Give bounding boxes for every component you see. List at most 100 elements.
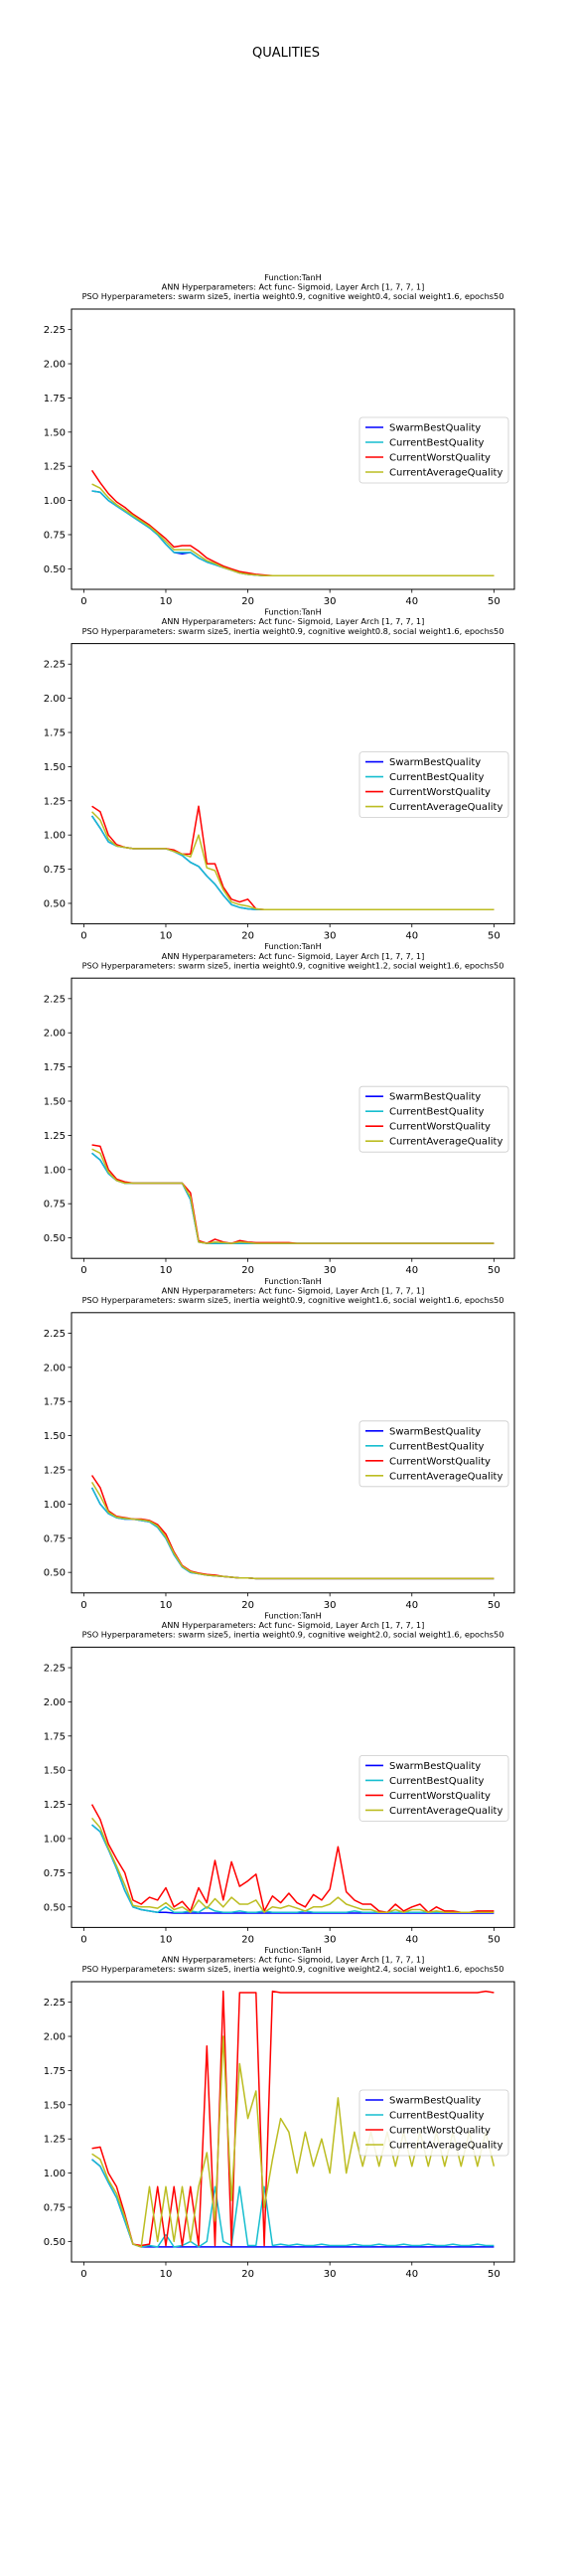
y-tick-label: 1.25 xyxy=(44,1800,66,1811)
legend-label: CurrentBestQuality xyxy=(389,2111,485,2122)
chart-title-line: ANN Hyperparameters: Act func- Sigmoid, … xyxy=(162,282,425,292)
series-line-CurrentBestQuality xyxy=(91,1152,495,1244)
legend-label: SwarmBestQuality xyxy=(389,423,481,434)
y-tick-label: 1.75 xyxy=(44,1062,66,1073)
chart-title-line: PSO Hyperparameters: swarm size5, inerti… xyxy=(82,291,504,301)
chart-title-line: ANN Hyperparameters: Act func- Sigmoid, … xyxy=(162,1620,425,1630)
series-line-CurrentWorstQuality xyxy=(90,1475,495,1580)
x-tick-label: 30 xyxy=(324,2269,337,2280)
chart-title-line: Function:TanH xyxy=(264,941,322,951)
x-tick-label: 40 xyxy=(405,2269,418,2280)
y-tick-label: 1.00 xyxy=(44,1834,66,1845)
x-tick-label: 0 xyxy=(80,596,86,607)
y-tick-label: 1.50 xyxy=(44,762,66,773)
series-line-CurrentWorstQuality xyxy=(91,1144,495,1244)
y-tick-label: 1.75 xyxy=(44,1397,66,1408)
legend-box xyxy=(358,1420,509,1488)
series-line-SwarmBestQuality xyxy=(91,1152,495,1244)
y-tick-label: 1.75 xyxy=(44,394,66,404)
y-tick-label: 1.50 xyxy=(44,1431,66,1442)
legend-label: CurrentAverageQuality xyxy=(389,2141,502,2152)
series-line-CurrentWorstQuality xyxy=(91,1990,495,2247)
legend-label: CurrentWorstQuality xyxy=(389,1122,491,1133)
chart-title-line: PSO Hyperparameters: swarm size5, inerti… xyxy=(82,1295,504,1305)
series-line-CurrentWorstQuality xyxy=(91,805,495,910)
legend-label: SwarmBestQuality xyxy=(389,757,481,768)
y-tick-label: 1.00 xyxy=(44,831,66,842)
chart-title-line: PSO Hyperparameters: swarm size5, inerti… xyxy=(82,626,504,636)
y-tick-label: 0.75 xyxy=(44,865,66,876)
chart-title-line: Function:TanH xyxy=(264,272,322,282)
y-tick-label: 2.00 xyxy=(44,1363,66,1373)
y-tick-label: 2.25 xyxy=(44,1329,66,1340)
legend-label: SwarmBestQuality xyxy=(389,1092,481,1103)
x-tick-label: 50 xyxy=(488,931,500,942)
y-tick-label: 1.00 xyxy=(44,1500,66,1511)
series-line-CurrentBestQuality xyxy=(91,2159,495,2248)
y-tick-label: 0.75 xyxy=(44,1868,66,1879)
series-line-CurrentBestQuality xyxy=(91,490,495,576)
y-tick-label: 2.00 xyxy=(44,360,66,371)
x-tick-label: 40 xyxy=(405,596,418,607)
legend-label: CurrentAverageQuality xyxy=(389,1806,502,1817)
y-tick-label: 0.50 xyxy=(44,2237,66,2248)
series-line-CurrentAverageQuality xyxy=(91,483,495,576)
y-tick-label: 1.25 xyxy=(44,2135,66,2146)
x-tick-label: 50 xyxy=(488,1265,500,1276)
plot-frame xyxy=(71,1312,515,1594)
x-tick-label: 10 xyxy=(160,1600,173,1611)
series-line-CurrentWorstQuality xyxy=(90,1804,495,1914)
y-tick-label: 2.00 xyxy=(44,694,66,705)
chart-title-line: ANN Hyperparameters: Act func- Sigmoid, … xyxy=(162,951,425,961)
plot-frame xyxy=(71,1981,515,2263)
y-tick-label: 1.25 xyxy=(44,1131,66,1142)
x-tick-label: 10 xyxy=(160,1265,173,1276)
y-tick-label: 1.00 xyxy=(44,2169,66,2179)
legend-label: CurrentBestQuality xyxy=(389,772,485,783)
y-tick-label: 1.25 xyxy=(44,1465,66,1476)
series-line-CurrentBestQuality xyxy=(90,1487,495,1580)
chart-title-line: PSO Hyperparameters: swarm size5, inerti… xyxy=(82,960,504,970)
legend-box xyxy=(358,1755,509,1822)
legend-label: CurrentWorstQuality xyxy=(389,787,491,798)
chart-title-line: ANN Hyperparameters: Act func- Sigmoid, … xyxy=(162,1955,425,1965)
legend-label: CurrentWorstQuality xyxy=(389,2126,491,2137)
x-tick-label: 10 xyxy=(160,931,173,942)
legend-label: CurrentBestQuality xyxy=(389,1107,485,1118)
legend-label: CurrentAverageQuality xyxy=(389,802,502,813)
plot-frame xyxy=(71,643,515,925)
y-tick-label: 2.00 xyxy=(44,2032,66,2043)
x-tick-label: 20 xyxy=(241,2269,254,2280)
x-tick-label: 40 xyxy=(405,1600,418,1611)
legend-label: CurrentAverageQuality xyxy=(389,1471,502,1482)
x-tick-label: 20 xyxy=(241,1265,254,1276)
y-tick-label: 0.50 xyxy=(44,1568,66,1579)
x-tick-label: 0 xyxy=(80,2269,86,2280)
x-tick-label: 30 xyxy=(324,931,337,942)
y-tick-label: 1.50 xyxy=(44,1097,66,1108)
series-line-SwarmBestQuality xyxy=(91,1824,495,1914)
series-line-CurrentBestQuality xyxy=(91,1824,495,1914)
y-tick-label: 0.75 xyxy=(44,1200,66,1210)
y-tick-label: 1.00 xyxy=(44,1165,66,1176)
x-tick-label: 40 xyxy=(405,931,418,942)
legend-label: CurrentAverageQuality xyxy=(389,1137,502,1148)
x-tick-label: 0 xyxy=(80,1600,86,1611)
legend-box xyxy=(358,2089,509,2157)
y-tick-label: 1.75 xyxy=(44,1731,66,1742)
chart-title-line: Function:TanH xyxy=(264,1610,322,1620)
y-tick-label: 1.75 xyxy=(44,2066,66,2077)
chart-title-line: Function:TanH xyxy=(264,1945,322,1955)
chart-title-line: ANN Hyperparameters: Act func- Sigmoid, … xyxy=(162,616,425,626)
chart-title-line: Function:TanH xyxy=(264,1276,322,1286)
series-line-SwarmBestQuality xyxy=(91,2159,495,2248)
y-tick-label: 1.00 xyxy=(44,496,66,507)
chart-title-line: PSO Hyperparameters: swarm size5, inerti… xyxy=(82,1630,504,1640)
y-tick-label: 1.50 xyxy=(44,427,66,438)
x-tick-label: 10 xyxy=(160,1934,173,1945)
y-tick-label: 0.75 xyxy=(44,1533,66,1544)
x-tick-label: 20 xyxy=(241,1934,254,1945)
